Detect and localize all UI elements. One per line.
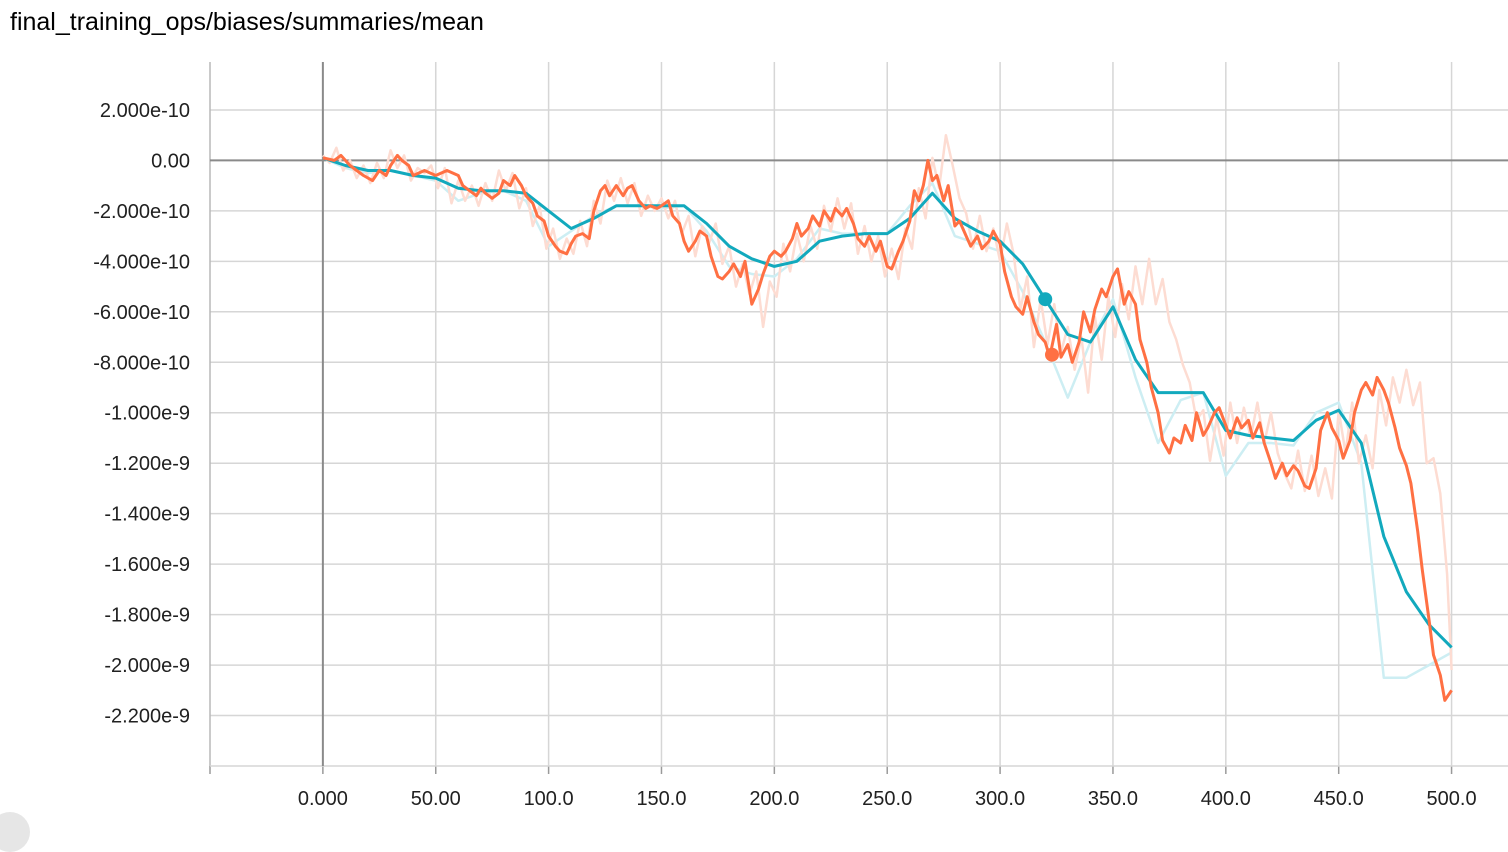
axes bbox=[209, 62, 1508, 774]
x-tick-label: 350.0 bbox=[1088, 788, 1138, 810]
hover-marker-1 bbox=[1045, 347, 1060, 362]
y-tick-label: -2.000e-9 bbox=[104, 655, 190, 677]
grid-lines bbox=[210, 62, 1508, 766]
hover-markers bbox=[1038, 292, 1060, 362]
tick-labels: 2.000e-10 0.00 -2.000e-10 -4.000e-10 -6.000e… bbox=[93, 100, 1476, 810]
x-tick-label: 500.0 bbox=[1427, 788, 1477, 810]
y-tick-label: -8.000e-10 bbox=[93, 352, 190, 374]
line-chart[interactable]: 2.000e-10 0.00 -2.000e-10 -4.000e-10 -6.000e… bbox=[0, 0, 1508, 820]
x-tick-label: 200.0 bbox=[749, 788, 799, 810]
y-tick-label: -4.000e-10 bbox=[93, 251, 190, 273]
x-tick-label: 50.00 bbox=[411, 788, 461, 810]
x-tick-label: 400.0 bbox=[1201, 788, 1251, 810]
x-tick-label: 150.0 bbox=[636, 788, 686, 810]
y-tick-label: -2.200e-9 bbox=[104, 706, 190, 728]
y-tick-label: 2.000e-10 bbox=[100, 100, 190, 122]
smoothed-series-line-1 bbox=[322, 153, 1453, 702]
y-tick-label: -1.400e-9 bbox=[104, 504, 190, 526]
series-lines bbox=[321, 133, 1453, 702]
x-tick-label: 300.0 bbox=[975, 788, 1025, 810]
x-tick-label: 450.0 bbox=[1314, 788, 1364, 810]
hover-marker-0 bbox=[1038, 292, 1053, 307]
chart-title: final_training_ops/biases/summaries/mean bbox=[10, 8, 484, 36]
y-tick-label: -1.800e-9 bbox=[104, 605, 190, 627]
y-tick-label: -2.000e-10 bbox=[93, 201, 190, 223]
y-tick-label: 0.00 bbox=[151, 150, 190, 172]
x-tick-label: 250.0 bbox=[862, 788, 912, 810]
y-tick-label: -1.000e-9 bbox=[104, 403, 190, 425]
y-tick-label: -1.600e-9 bbox=[104, 554, 190, 576]
y-tick-label: -1.200e-9 bbox=[104, 453, 190, 475]
y-tick-label: -6.000e-10 bbox=[93, 302, 190, 324]
x-tick-label: 100.0 bbox=[524, 788, 574, 810]
x-tick-label: 0.000 bbox=[298, 788, 348, 810]
